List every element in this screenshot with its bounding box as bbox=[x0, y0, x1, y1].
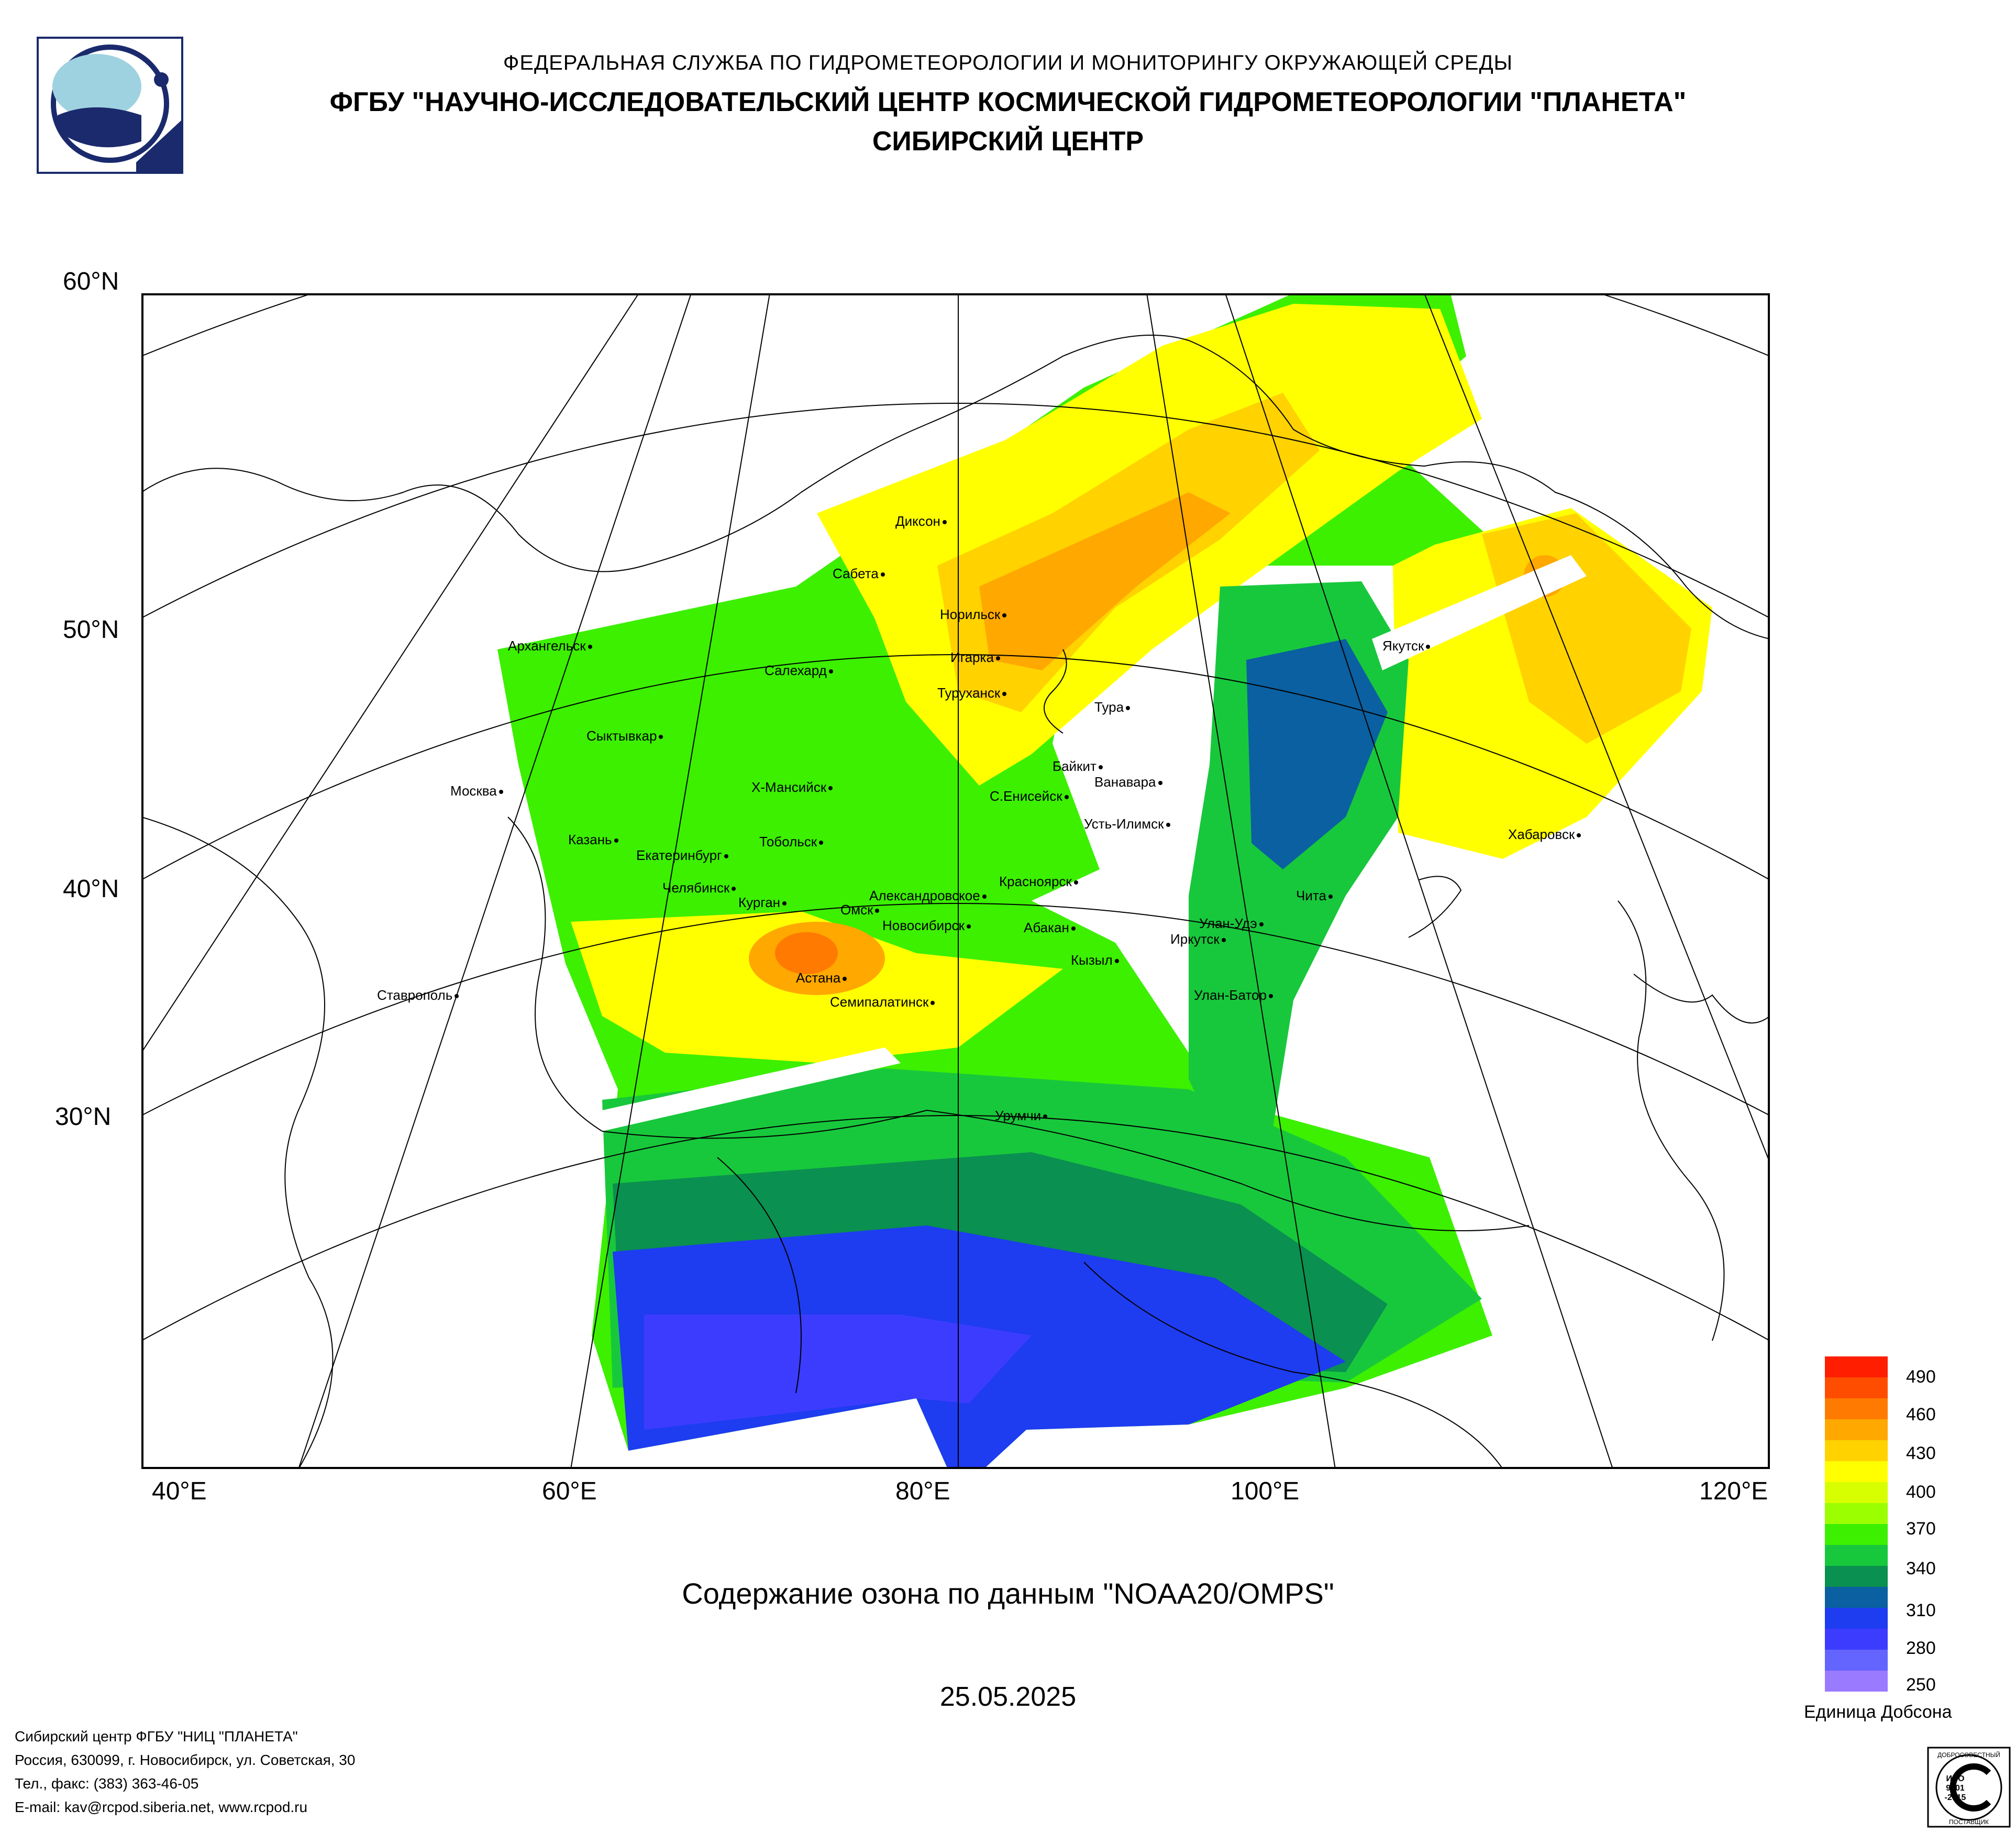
footer-email: E-mail: kav@rcpod.siberia.net, www.rcpod… bbox=[15, 1799, 308, 1815]
footer-phone: Тел., факс: (383) 363-46-05 bbox=[15, 1775, 199, 1792]
city-novosibirsk: Новосибирск bbox=[882, 918, 971, 934]
lon-label-40: 40°E bbox=[152, 1477, 207, 1505]
colorbar-tick-250: 250 bbox=[1906, 1675, 1936, 1695]
colorbar-block bbox=[1825, 1398, 1888, 1420]
map-date: 25.05.2025 bbox=[939, 1682, 1077, 1712]
city-irkutsk: Иркутск bbox=[1170, 931, 1226, 947]
header-center: СИБИРСКИЙ ЦЕНТР bbox=[872, 126, 1144, 157]
lon-label-100: 100°E bbox=[1231, 1477, 1300, 1505]
planeta-logo bbox=[37, 37, 183, 174]
colorbar-block bbox=[1825, 1503, 1888, 1525]
city-kurgan: Курган bbox=[738, 895, 787, 911]
colorbar-tick-430: 430 bbox=[1906, 1443, 1936, 1463]
city-aleksandrovskoye: Александровское bbox=[869, 888, 987, 904]
colorbar-block bbox=[1825, 1419, 1888, 1441]
city-ulan-ude: Улан-Удэ bbox=[1199, 915, 1264, 932]
svg-text:ИСО: ИСО bbox=[1946, 1774, 1964, 1783]
city-turukhansk: Туруханск bbox=[937, 685, 1007, 701]
colorbar-block bbox=[1825, 1356, 1888, 1378]
colorbar-tick-400: 400 bbox=[1906, 1482, 1936, 1502]
ozone-colorbar bbox=[1825, 1356, 1888, 1692]
city-semipalatinsk: Семипалатинск bbox=[830, 994, 935, 1010]
colorbar-unit-label: Единица Добсона bbox=[1804, 1702, 1952, 1722]
lon-label-60: 60°E bbox=[542, 1477, 597, 1505]
colorbar-tick-370: 370 bbox=[1906, 1519, 1936, 1539]
lon-label-80: 80°E bbox=[895, 1477, 950, 1505]
svg-text:9001: 9001 bbox=[1946, 1784, 1965, 1793]
colorbar-tick-280: 280 bbox=[1906, 1638, 1936, 1658]
header-institute: ФГБУ "НАУЧНО-ИССЛЕДОВАТЕЛЬСКИЙ ЦЕНТР КОС… bbox=[329, 87, 1687, 117]
colorbar-block bbox=[1825, 1608, 1888, 1629]
colorbar-block bbox=[1825, 1461, 1888, 1483]
city-yakutsk: Якутск bbox=[1382, 638, 1431, 654]
colorbar-block bbox=[1825, 1440, 1888, 1462]
city-ulan-bator: Улан-Батор bbox=[1194, 987, 1273, 1003]
city-stavropol: Ставрополь bbox=[377, 987, 459, 1003]
colorbar-block bbox=[1825, 1377, 1888, 1399]
coastlines bbox=[141, 335, 1770, 1470]
city-arkhangelsk: Архангельск bbox=[508, 638, 592, 654]
colorbar-block bbox=[1825, 1587, 1888, 1608]
city-baykit: Байкит bbox=[1053, 758, 1103, 775]
city-igarka: Игарка bbox=[950, 649, 1000, 666]
colorbar-block bbox=[1825, 1524, 1888, 1545]
colorbar-block bbox=[1825, 1629, 1888, 1650]
colorbar-tick-490: 490 bbox=[1906, 1367, 1936, 1387]
colorbar-block bbox=[1825, 1566, 1888, 1587]
city-sabeta: Сабета bbox=[833, 566, 885, 582]
city-tobolsk: Тобольск bbox=[759, 834, 824, 850]
colorbar-block bbox=[1825, 1671, 1888, 1692]
map-title: Содержание озона по данным "NOAA20/OMPS" bbox=[682, 1577, 1334, 1610]
city-yekaterinburg: Екатеринбург bbox=[636, 847, 728, 864]
city-syktyvkar: Сыктывкар bbox=[586, 728, 663, 744]
ozone-field bbox=[497, 293, 1712, 1493]
city-khabarovsk: Хабаровск bbox=[1508, 826, 1581, 843]
colorbar-block bbox=[1825, 1482, 1888, 1504]
footer-address: Россия, 630099, г. Новосибирск, ул. Сове… bbox=[15, 1752, 356, 1768]
footer-org: Сибирский центр ФГБУ "НИЦ "ПЛАНЕТА" bbox=[15, 1728, 298, 1744]
lat-label-60: 60°N bbox=[63, 268, 119, 295]
city-omsk: Омск bbox=[840, 902, 880, 918]
city-chita: Чита bbox=[1296, 888, 1333, 904]
lat-label-50: 50°N bbox=[63, 616, 119, 644]
city-abakan: Абакан bbox=[1024, 920, 1076, 936]
lat-label-30: 30°N bbox=[55, 1103, 112, 1131]
city-astana: Астана bbox=[796, 970, 847, 986]
city-vanavara: Ванавара bbox=[1094, 774, 1162, 790]
city-chelyabinsk: Челябинск bbox=[662, 880, 736, 896]
colorbar-tick-460: 460 bbox=[1906, 1405, 1936, 1425]
colorbar-tick-340: 340 bbox=[1906, 1559, 1936, 1578]
city-dikson: Диксон bbox=[895, 513, 947, 529]
svg-text:ДОБРОСОВЕСТНЫЙ: ДОБРОСОВЕСТНЫЙ bbox=[1937, 1751, 2000, 1759]
city-khanty-mansiysk: Х-Мансийск bbox=[751, 779, 833, 796]
ozone-map bbox=[140, 188, 1771, 1493]
city-salekhard: Салехард bbox=[765, 662, 833, 679]
header-agency: ФЕДЕРАЛЬНАЯ СЛУЖБА ПО ГИДРОМЕТЕОРОЛОГИИ … bbox=[503, 51, 1513, 74]
lon-label-120: 120°E bbox=[1699, 1477, 1768, 1505]
city-krasnoyarsk: Красноярск bbox=[999, 874, 1078, 890]
svg-text:ПОСТАВЩИК: ПОСТАВЩИК bbox=[1949, 1818, 1989, 1826]
city-tura: Тура bbox=[1094, 699, 1131, 715]
city-kazan: Казань bbox=[568, 832, 618, 848]
colorbar-block bbox=[1825, 1650, 1888, 1671]
colorbar-block bbox=[1825, 1545, 1888, 1566]
city-kyzyl: Кызыл bbox=[1071, 952, 1119, 968]
iso-badge: ДОБРОСОВЕСТНЫЙ ИСО 9001 -2015 ПОСТАВЩИК bbox=[1927, 1747, 2011, 1828]
colorbar-tick-310: 310 bbox=[1906, 1600, 1936, 1620]
svg-text:-2015: -2015 bbox=[1945, 1793, 1966, 1802]
lat-label-40: 40°N bbox=[63, 875, 119, 903]
city-s-yeniseysk: С.Енисейск bbox=[990, 788, 1069, 804]
city-moscow: Москва bbox=[450, 783, 503, 799]
city-ust-ilimsk: Усть-Илимск bbox=[1084, 816, 1170, 832]
city-norilsk: Норильск bbox=[940, 606, 1007, 623]
city-urumqi: Урумчи bbox=[995, 1108, 1048, 1124]
